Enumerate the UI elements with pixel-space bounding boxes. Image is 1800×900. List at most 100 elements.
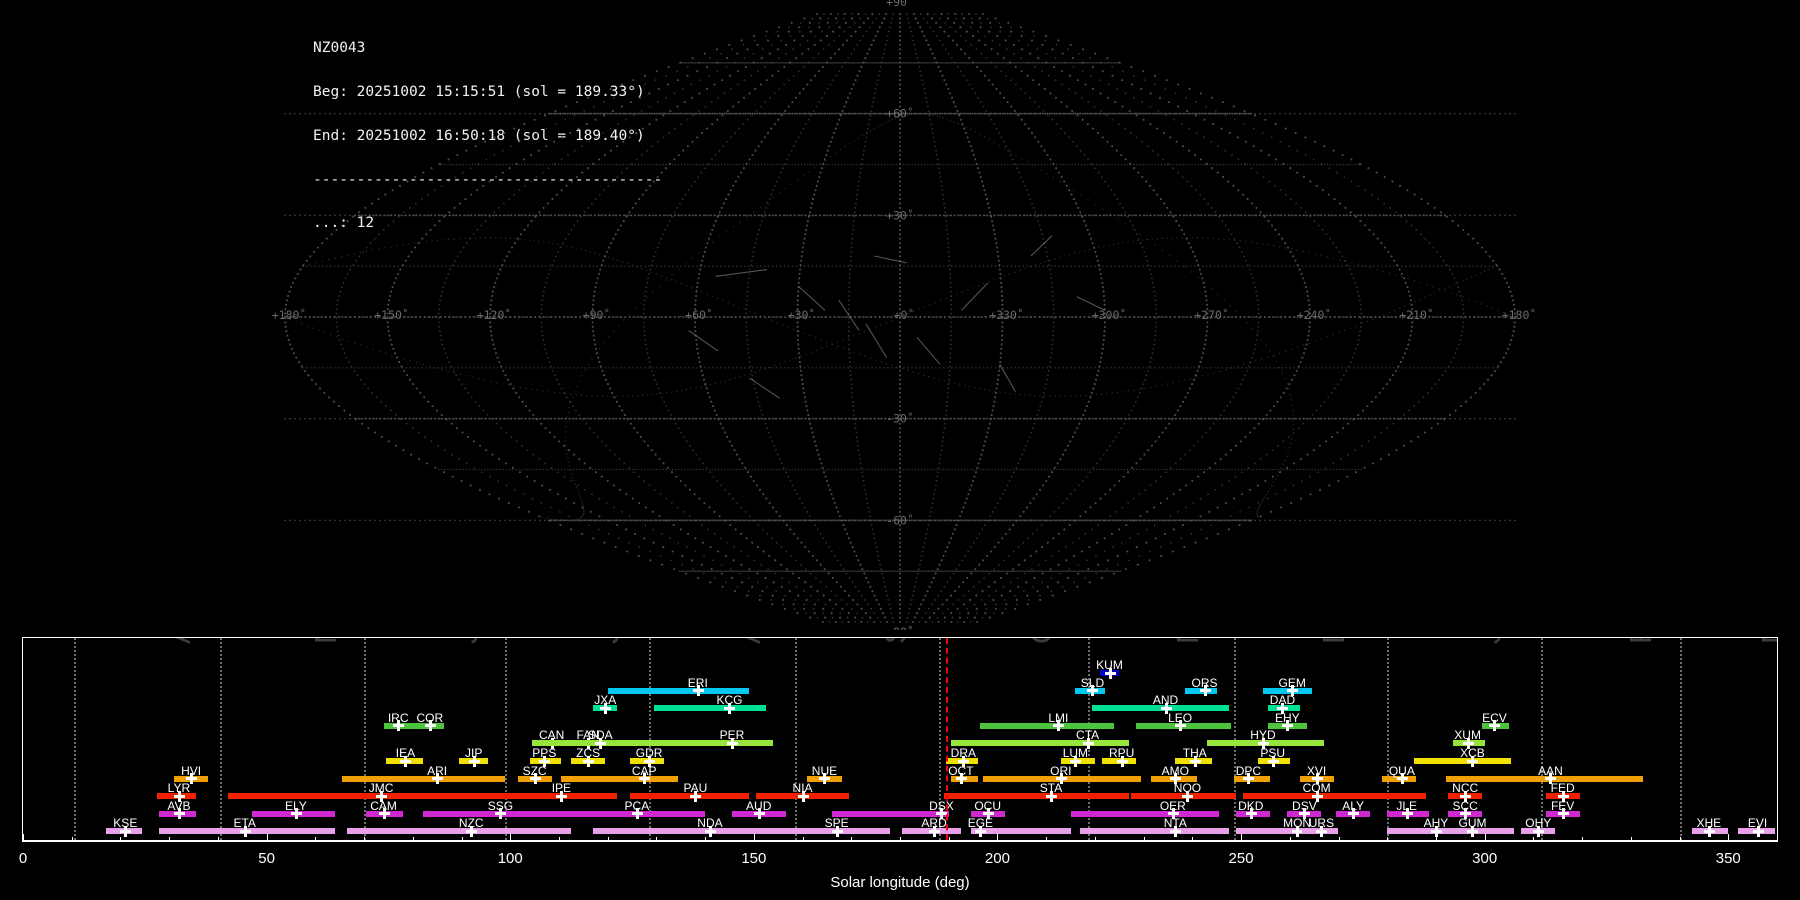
shower-activity-bar[interactable] <box>1080 828 1229 835</box>
shower-activity-bar[interactable] <box>980 722 1115 729</box>
shower-peak-marker <box>936 808 948 820</box>
shower-peak-marker <box>1267 755 1279 767</box>
month-gridline <box>505 638 508 840</box>
month-label: SEP <box>878 638 914 644</box>
shower-code-label: CAN <box>538 728 565 743</box>
shower-activity-bar[interactable] <box>1070 810 1220 817</box>
shower-activity-bar[interactable] <box>951 740 1129 747</box>
shower-activity-bar[interactable] <box>561 775 679 782</box>
shower-code-label: RPU <box>1109 746 1135 760</box>
month-gridline <box>1679 638 1682 840</box>
shower-code-label: PCA <box>624 798 650 813</box>
axis-major-tick <box>510 834 512 841</box>
shower-peak-marker <box>1489 720 1501 732</box>
shower-activity-bar[interactable] <box>347 828 572 835</box>
shower-code-label: XCB <box>1460 746 1485 760</box>
shower-activity-bar[interactable] <box>629 793 749 800</box>
shower-code-label: KSE <box>113 816 138 831</box>
axis-minor-tick <box>1777 837 1778 841</box>
shower-activity-bar[interactable] <box>593 828 781 835</box>
shower-peak-marker <box>1116 755 1128 767</box>
axis-minor-tick <box>1435 837 1437 841</box>
shower-code-label: SPE <box>824 816 849 831</box>
axis-major-tick <box>1241 834 1243 841</box>
shower-activity-bar[interactable] <box>653 705 766 712</box>
shower-peak-marker <box>1533 825 1545 837</box>
shower-activity-bar[interactable] <box>831 810 949 817</box>
shower-peak-marker <box>1467 825 1479 837</box>
shower-code-label: ARD <box>921 816 947 831</box>
shower-peak-marker <box>1557 790 1569 802</box>
shower-code-label: PSU <box>1260 746 1286 760</box>
shower-code-label: SSG <box>487 798 514 813</box>
shower-peak-marker <box>1055 773 1067 785</box>
shower-peak-marker <box>1170 825 1182 837</box>
axis-minor-tick <box>1143 837 1145 841</box>
axis-minor-tick <box>1630 837 1632 841</box>
shower-activity-bar[interactable] <box>1414 758 1512 764</box>
month-gridline <box>649 638 652 840</box>
shower-code-label: KCG <box>716 693 743 708</box>
shower-peak-marker <box>982 808 994 820</box>
shower-code-label: ETA <box>233 816 256 831</box>
shower-peak-marker <box>239 825 251 837</box>
session-begin: Beg: 20251002 15:15:51 (sol = 189.33°) <box>313 83 645 100</box>
shower-code-label: FEV <box>1550 798 1575 813</box>
shower-activity-timeline[interactable]: APR MAY JUN JUL AUG SEP OCT NOV DEC JAN FEB MAR KUM… <box>22 637 1778 841</box>
axis-minor-tick <box>705 837 707 841</box>
shower-code-label: ECV <box>1482 710 1507 725</box>
shower-code-label: GDR <box>635 746 663 760</box>
shower-code-label: AAN <box>1538 763 1563 778</box>
shower-code-label: IPE <box>551 781 572 796</box>
shower-peak-marker <box>1160 702 1172 714</box>
month-gridline <box>1233 638 1236 840</box>
shower-activity-bar[interactable] <box>342 775 506 782</box>
shower-code-label: EVI <box>1747 816 1768 831</box>
month-gridline <box>1540 638 1543 840</box>
month-gridline <box>364 638 367 840</box>
shower-peak-marker <box>955 773 967 785</box>
shower-code-label: SCC <box>1452 798 1478 813</box>
shower-code-label: IRC <box>387 710 409 725</box>
month-gridline <box>220 638 223 840</box>
shower-code-label: COM <box>1302 781 1331 796</box>
axis-tick-label: 350 <box>1715 850 1741 867</box>
shower-peak-marker <box>644 755 656 767</box>
shower-peak-marker <box>539 755 551 767</box>
shower-code-label: ORS <box>1191 675 1218 690</box>
shower-code-label: SDA <box>588 728 613 743</box>
shower-code-label: MON <box>1283 816 1312 831</box>
shower-peak-marker <box>929 825 941 837</box>
shower-code-label: XUM <box>1454 728 1481 743</box>
axis-tick-label: 0 <box>18 850 28 867</box>
shower-code-label: CAP <box>631 763 657 778</box>
shower-peak-marker <box>1082 737 1094 749</box>
shower-activity-bar[interactable] <box>1236 828 1329 835</box>
shower-code-label: COR <box>416 710 444 725</box>
axis-tick-label: 150 <box>741 850 767 867</box>
shower-activity-bar[interactable] <box>227 793 555 800</box>
shower-activity-bar[interactable] <box>943 793 1129 800</box>
shower-code-label: ERI <box>687 675 708 690</box>
shower-activity-bar[interactable] <box>661 740 774 747</box>
shower-code-label: ELY <box>284 798 307 813</box>
axis-minor-tick <box>412 837 414 841</box>
axis-minor-tick <box>851 837 853 841</box>
shower-peak-marker <box>1396 773 1408 785</box>
shower-code-label: AHY <box>1423 816 1449 831</box>
shower-code-label: AMO <box>1161 763 1189 778</box>
shower-code-label: LMI <box>1048 710 1069 725</box>
shower-activity-bar[interactable] <box>1445 775 1643 782</box>
axis-major-tick <box>1728 834 1730 841</box>
shower-code-label: FED <box>1550 781 1575 796</box>
shower-activity-bar[interactable] <box>1243 793 1427 800</box>
shower-code-label: DAD <box>1269 693 1296 708</box>
shower-peak-marker <box>1311 790 1323 802</box>
shower-code-label: URS <box>1308 816 1335 831</box>
shower-code-label: CTA <box>1076 728 1100 743</box>
shower-code-label: JIP <box>465 746 483 760</box>
shower-code-label: GEM <box>1278 675 1306 690</box>
shower-activity-bar[interactable] <box>1448 828 1514 835</box>
shower-activity-bar[interactable] <box>970 828 1071 835</box>
shower-activity-bar[interactable] <box>607 687 749 694</box>
